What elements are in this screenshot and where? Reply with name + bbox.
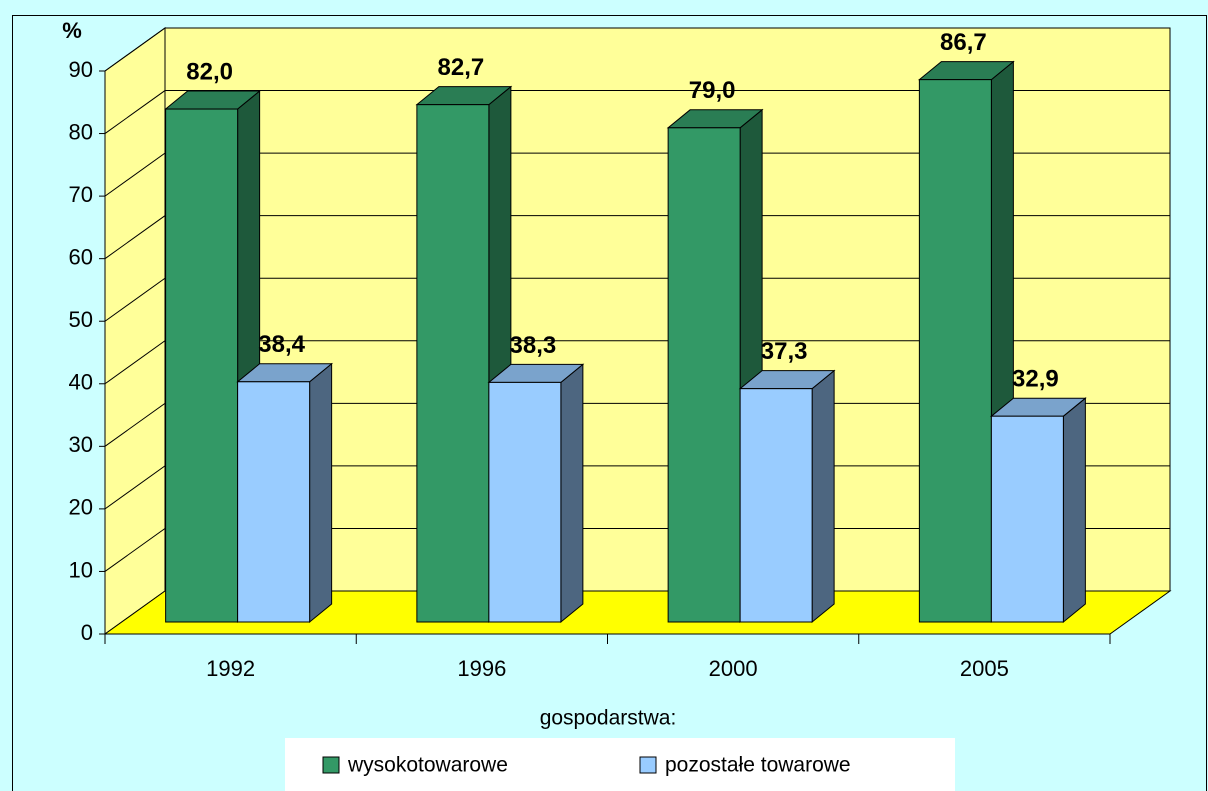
bar-side bbox=[1062, 397, 1086, 624]
legend-label: pozostałe towarowe bbox=[665, 754, 851, 777]
y-axis-label: % bbox=[62, 18, 82, 43]
data-label: 38,4 bbox=[258, 331, 305, 358]
y-tick-label: 20 bbox=[69, 495, 93, 520]
bar-front bbox=[918, 79, 992, 623]
bar-side bbox=[309, 362, 333, 624]
data-label: 79,0 bbox=[689, 77, 736, 104]
y-tick-label: 90 bbox=[69, 57, 93, 82]
bar-side bbox=[560, 363, 584, 624]
grid-line bbox=[104, 27, 1170, 72]
bar-front bbox=[165, 108, 239, 623]
legend bbox=[285, 738, 955, 791]
bar-front bbox=[237, 381, 311, 623]
bar-front bbox=[416, 104, 490, 623]
bar-side bbox=[811, 369, 835, 624]
data-label: 38,3 bbox=[510, 332, 557, 359]
bar-front bbox=[990, 415, 1064, 623]
y-tick-label: 50 bbox=[69, 307, 93, 332]
legend-swatch bbox=[322, 756, 340, 774]
grid-line bbox=[104, 215, 1170, 260]
bar bbox=[989, 397, 1087, 624]
data-label: 86,7 bbox=[940, 29, 987, 56]
y-tick-label: 0 bbox=[81, 620, 93, 645]
bar-front bbox=[667, 127, 741, 623]
side-wall bbox=[104, 27, 166, 635]
data-label: 82,0 bbox=[186, 58, 233, 85]
x-tick-label: 2000 bbox=[709, 656, 758, 681]
x-tick-label: 2005 bbox=[960, 656, 1009, 681]
bar bbox=[666, 108, 764, 624]
y-tick-label: 70 bbox=[69, 182, 93, 207]
grid-line bbox=[104, 465, 1170, 510]
grid-line bbox=[104, 277, 1170, 322]
y-tick-label: 10 bbox=[69, 557, 93, 582]
y-tick-label: 80 bbox=[69, 119, 93, 144]
bar bbox=[738, 369, 836, 624]
bar bbox=[917, 60, 1015, 624]
legend-label: wysokotowarowe bbox=[347, 754, 508, 777]
data-label: 32,9 bbox=[1012, 366, 1059, 393]
legend-swatch bbox=[639, 756, 657, 774]
x-tick-label: 1992 bbox=[206, 656, 255, 681]
y-tick-label: 40 bbox=[69, 370, 93, 395]
y-tick-label: 60 bbox=[69, 244, 93, 269]
data-label: 37,3 bbox=[761, 338, 808, 365]
grid-line bbox=[104, 527, 1170, 572]
grid-line bbox=[104, 152, 1170, 197]
y-tick-label: 30 bbox=[69, 432, 93, 457]
grid-line bbox=[104, 402, 1170, 447]
bar-front bbox=[739, 388, 813, 623]
x-tick-label: 1996 bbox=[457, 656, 506, 681]
grid-line bbox=[104, 90, 1170, 134]
grid-line bbox=[104, 340, 1170, 385]
x-axis-label: gospodarstwa: bbox=[540, 707, 677, 730]
bar-front bbox=[488, 381, 562, 623]
data-label: 82,7 bbox=[438, 54, 485, 81]
chart-border bbox=[12, 15, 1207, 791]
bar bbox=[236, 362, 334, 624]
bar bbox=[487, 363, 585, 624]
